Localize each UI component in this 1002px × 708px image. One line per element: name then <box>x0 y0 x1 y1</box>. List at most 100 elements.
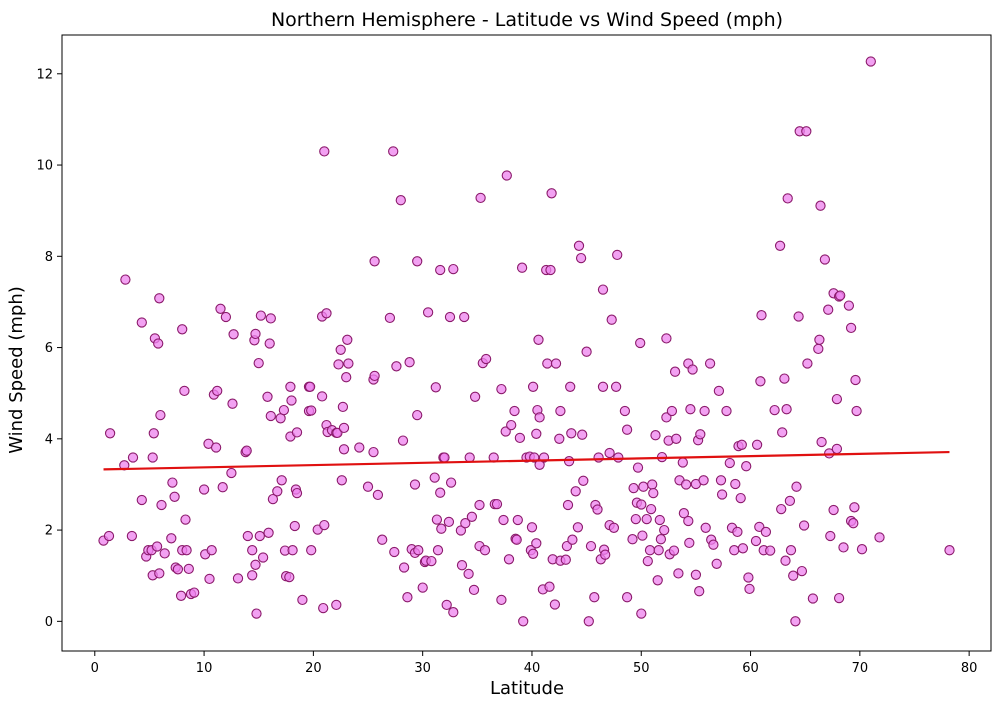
data-point-233 <box>592 504 603 515</box>
data-point-187 <box>516 262 528 273</box>
y-axis-label: Wind Speed (mph) <box>6 286 27 454</box>
data-point-54 <box>242 530 253 542</box>
data-point-32 <box>180 514 191 525</box>
data-point-279 <box>669 366 681 377</box>
data-point-96 <box>319 146 330 157</box>
data-point-65 <box>262 391 273 402</box>
data-point-163 <box>466 511 478 522</box>
data-point-200 <box>534 412 545 423</box>
data-point-344 <box>801 126 812 137</box>
data-point-151 <box>441 599 452 611</box>
data-point-89 <box>304 381 316 392</box>
data-point-359 <box>833 592 845 604</box>
data-point-155 <box>448 263 459 275</box>
data-point-302 <box>711 558 722 569</box>
data-point-179 <box>501 170 512 181</box>
y-tick-label-2: 4 <box>45 432 53 447</box>
data-point-368 <box>850 374 861 386</box>
data-point-298 <box>700 522 711 533</box>
data-point-126 <box>395 195 406 206</box>
data-point-77 <box>284 571 295 583</box>
data-point-337 <box>788 570 799 581</box>
data-point-244 <box>610 381 622 392</box>
data-point-90 <box>306 405 317 416</box>
data-point-148 <box>435 487 446 498</box>
data-point-305 <box>716 489 728 500</box>
data-point-130 <box>404 357 415 368</box>
data-point-208 <box>546 188 557 199</box>
data-point-237 <box>597 284 609 295</box>
data-point-184 <box>511 534 522 545</box>
data-point-314 <box>736 439 747 450</box>
data-point-348 <box>814 334 825 345</box>
data-point-307 <box>724 457 735 469</box>
data-point-31 <box>179 385 190 397</box>
data-point-262 <box>644 545 656 556</box>
data-point-159 <box>459 311 470 323</box>
data-point-331 <box>779 373 790 384</box>
data-point-180 <box>503 554 515 565</box>
plot-area <box>98 56 955 627</box>
y-tick-label-0: 0 <box>45 615 53 630</box>
data-point-296 <box>698 475 709 486</box>
data-point-166 <box>474 499 485 511</box>
data-point-250 <box>627 534 638 545</box>
data-point-135 <box>412 409 423 421</box>
data-point-81 <box>287 545 298 556</box>
data-point-36 <box>189 587 200 598</box>
data-point-50 <box>228 329 239 340</box>
x-tick-label-6: 60 <box>742 661 759 676</box>
data-point-27 <box>172 564 184 575</box>
data-point-224 <box>573 240 585 251</box>
data-point-157 <box>455 525 467 536</box>
data-point-340 <box>793 311 804 322</box>
data-point-91 <box>306 545 317 556</box>
data-point-182 <box>509 405 520 417</box>
data-point-125 <box>391 361 402 372</box>
data-point-103 <box>331 599 342 611</box>
data-point-168 <box>475 192 486 204</box>
regression-layer <box>103 450 950 471</box>
data-point-170 <box>479 545 491 556</box>
data-point-177 <box>498 514 509 526</box>
regression-line <box>103 450 950 471</box>
data-point-246 <box>613 452 624 463</box>
data-point-362 <box>838 542 849 553</box>
data-point-121 <box>377 534 388 545</box>
data-point-217 <box>562 499 574 511</box>
data-point-144 <box>431 514 443 525</box>
data-point-110 <box>338 444 350 455</box>
data-point-176 <box>496 594 507 606</box>
data-point-239 <box>600 549 611 560</box>
data-point-251 <box>628 482 639 494</box>
data-point-351 <box>819 254 831 265</box>
data-point-297 <box>699 405 710 417</box>
data-point-254 <box>632 462 644 473</box>
y-tick-label-5: 10 <box>36 159 53 174</box>
data-point-272 <box>659 524 670 536</box>
data-point-328 <box>774 240 786 251</box>
data-point-249 <box>621 592 633 603</box>
data-point-21 <box>156 499 167 511</box>
data-point-74 <box>278 404 290 416</box>
data-point-329 <box>776 503 787 515</box>
data-point-79 <box>285 381 296 392</box>
y-tick-label-1: 2 <box>45 524 53 539</box>
data-point-153 <box>444 311 456 323</box>
data-point-67 <box>264 338 275 349</box>
data-point-19 <box>154 293 165 304</box>
chart-title: Northern Hemisphere - Latitude vs Wind S… <box>271 9 783 31</box>
data-point-335 <box>784 495 796 507</box>
data-point-2 <box>104 428 116 439</box>
data-point-93 <box>316 391 328 402</box>
data-point-241 <box>604 447 615 459</box>
data-point-207 <box>545 264 556 276</box>
data-point-123 <box>388 146 399 157</box>
data-point-267 <box>652 575 663 586</box>
data-point-129 <box>402 592 413 603</box>
y-tick-label-3: 6 <box>45 341 53 356</box>
data-point-142 <box>429 472 440 483</box>
data-point-264 <box>647 479 658 490</box>
data-point-98 <box>321 308 332 319</box>
